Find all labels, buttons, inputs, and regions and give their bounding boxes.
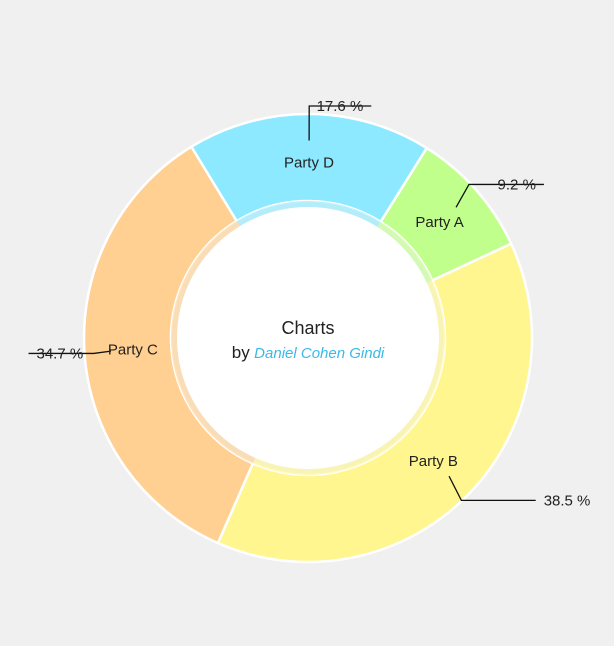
value-label-party-c: 34.7 % — [37, 345, 84, 362]
slice-label-party-c: Party C — [108, 342, 158, 359]
center-subtitle: by Daniel Cohen Gindi — [232, 343, 385, 362]
center-title: Charts — [281, 318, 334, 338]
leader-line-party-b — [448, 475, 536, 502]
slice-label-party-b: Party B — [409, 453, 458, 470]
inner-ring-party-d — [236, 200, 381, 229]
slice-party-b[interactable] — [216, 242, 534, 564]
value-label-party-d: 17.6 % — [317, 98, 364, 115]
label-group: Party A 9.2 % Party B 38.5 % Party C 34.7 % Pa… — [37, 98, 591, 509]
slice-group — [82, 112, 534, 564]
leader-line-party-d — [308, 105, 372, 141]
value-label-party-b: 38.5 % — [544, 492, 591, 509]
leader-line-party-a — [455, 183, 544, 208]
leader-line-party-c — [28, 350, 112, 355]
center-by-text: by — [232, 343, 250, 362]
center-author-text: Daniel Cohen Gindi — [254, 345, 385, 362]
slice-label-party-a: Party A — [415, 214, 463, 231]
slice-party-d[interactable] — [189, 112, 429, 224]
value-label-party-a: 9.2 % — [498, 176, 536, 193]
slice-label-party-d: Party D — [284, 155, 334, 172]
center-hole — [177, 207, 439, 469]
inner-ring-party-c — [171, 221, 257, 464]
leader-line-group — [28, 105, 544, 502]
